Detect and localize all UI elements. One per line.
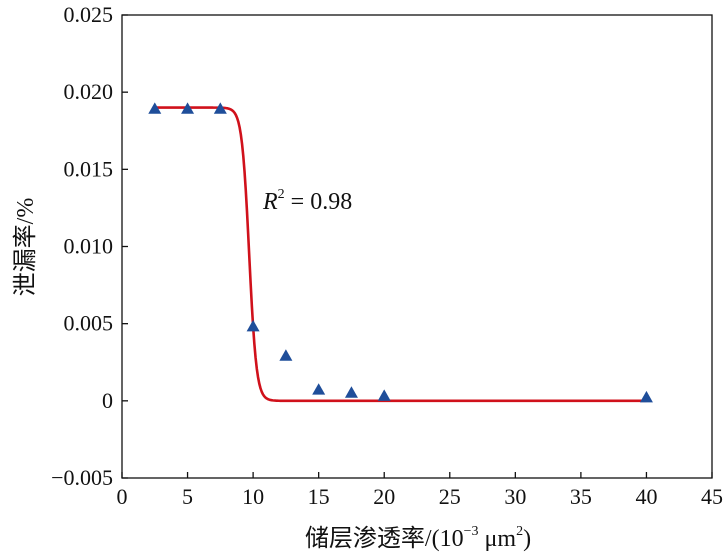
x-axis-title-exponent: −3 — [464, 524, 479, 539]
data-point-triangle — [344, 386, 358, 398]
data-points-layer — [148, 102, 653, 403]
x-axis-title-close: ) — [523, 526, 531, 552]
x-tick-label: 5 — [182, 484, 193, 509]
x-tick-label: 25 — [439, 484, 461, 509]
fit-curve-layer — [154, 106, 647, 403]
y-axis: −0.005 0 0.005 0.010 0.015 0.020 0.025 — [51, 2, 128, 490]
data-point-triangle — [213, 102, 227, 114]
data-point-triangle — [639, 390, 653, 403]
x-tick-label: 20 — [373, 484, 395, 509]
y-tick-label: 0.010 — [64, 234, 114, 259]
r-squared-value: = 0.98 — [285, 189, 353, 215]
data-point-triangle — [181, 102, 195, 114]
x-axis-title-unit: μm — [479, 526, 517, 552]
data-point-triangle — [246, 319, 260, 332]
r-squared-annotation: R2 = 0.98 — [262, 187, 352, 215]
fit-curve — [154, 106, 647, 403]
y-tick-label: 0.025 — [64, 2, 114, 27]
y-tick-label: 0.020 — [64, 79, 114, 104]
y-tick-label: 0.015 — [64, 156, 114, 181]
x-tick-label: 0 — [117, 484, 128, 509]
x-tick-label: 30 — [504, 484, 526, 509]
x-axis-title-main: 储层渗透率/(10 — [305, 525, 464, 552]
plot-frame — [121, 14, 713, 479]
data-point-triangle — [312, 383, 326, 395]
x-tick-label: 40 — [635, 484, 657, 509]
x-axis-title-unit-exponent: 2 — [516, 524, 523, 539]
data-point-triangle — [148, 102, 162, 114]
y-tick-label: 0.005 — [64, 311, 114, 336]
x-tick-label: 15 — [308, 484, 330, 509]
x-tick-label: 10 — [242, 484, 264, 509]
y-tick-label: −0.005 — [51, 465, 113, 490]
r-squared-symbol: R — [262, 189, 278, 215]
plot-area-border — [121, 14, 713, 479]
r-squared-exponent: 2 — [278, 187, 285, 202]
x-tick-label: 45 — [701, 484, 723, 509]
data-point-triangle — [377, 389, 391, 401]
x-axis: 0 5 10 15 20 25 30 35 40 45 — [117, 472, 723, 509]
x-tick-label: 35 — [570, 484, 592, 509]
x-axis-title: 储层渗透率/(10−3 μm2) — [305, 524, 531, 552]
data-point-triangle — [279, 349, 293, 361]
y-axis-title: 泄漏率/% — [12, 198, 39, 297]
y-tick-label: 0 — [102, 388, 113, 413]
